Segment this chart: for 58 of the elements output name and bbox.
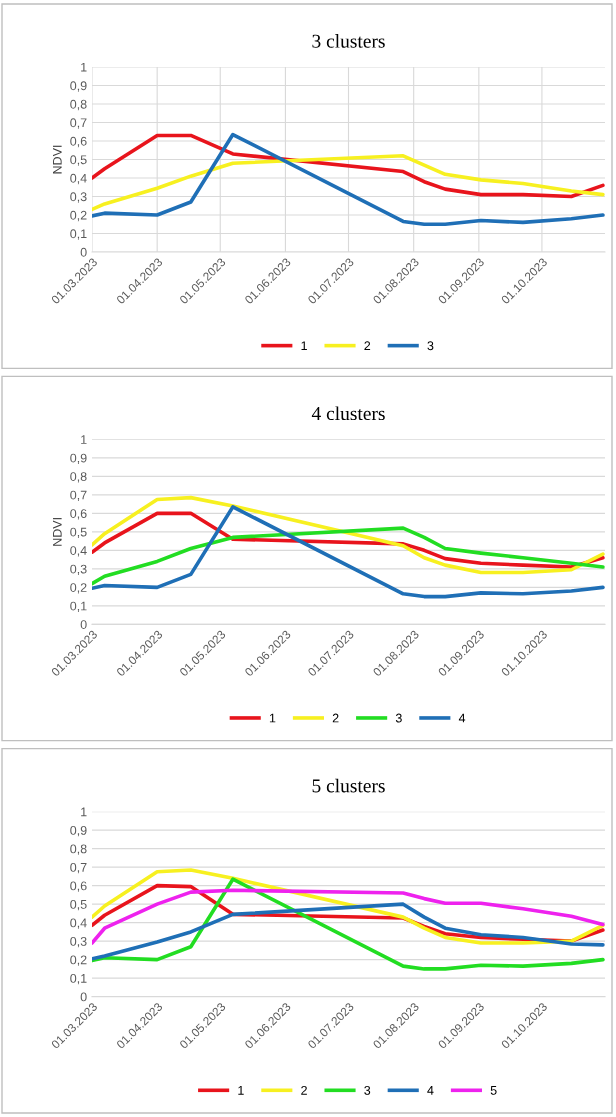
y-axis-title: NDVI xyxy=(53,145,62,174)
y-tick-label: 0,5 xyxy=(70,527,87,538)
chart-title: 4 clusters xyxy=(311,406,385,421)
line-series xyxy=(92,495,605,575)
y-tick-label: 0,2 xyxy=(70,210,87,222)
y-tick-label: 0,1 xyxy=(70,601,87,612)
legend-label: 3 xyxy=(395,713,402,723)
y-tick-label: 0,1 xyxy=(70,229,87,240)
line-series xyxy=(92,526,605,586)
y-tick-label: 0,8 xyxy=(70,99,87,111)
legend-label: 2 xyxy=(364,341,371,351)
line-series xyxy=(92,133,605,199)
legend-label: 2 xyxy=(332,713,339,723)
y-tick-label: 1 xyxy=(81,807,87,817)
y-tick-label: 0,6 xyxy=(70,881,87,892)
y-axis-title: NDVI xyxy=(53,518,62,546)
y-tick-label: 0,3 xyxy=(70,936,87,948)
y-tick-label: 0,2 xyxy=(70,955,87,966)
y-tick-label: 0,5 xyxy=(70,155,87,166)
y-tick-label: 0 xyxy=(80,620,87,629)
y-tick-label: 0,3 xyxy=(70,564,87,575)
y-tick-label: 0 xyxy=(80,992,87,1002)
y-tick-label: 0,1 xyxy=(70,973,87,985)
y-tick-label: 1 xyxy=(81,435,87,444)
y-tick-label: 0,9 xyxy=(70,81,87,92)
line-series xyxy=(92,505,605,599)
y-tick-label: 0,2 xyxy=(70,583,87,594)
line-series xyxy=(92,132,605,227)
y-tick-label: 0,6 xyxy=(70,509,87,520)
chart-title: 3 clusters xyxy=(312,34,385,48)
y-tick-label: 1 xyxy=(81,62,87,72)
line-series xyxy=(92,902,605,961)
y-tick-label: 0,8 xyxy=(70,844,87,855)
y-tick-label: 0,4 xyxy=(70,173,87,185)
legend-label: 4 xyxy=(427,1086,434,1095)
y-tick-label: 0,8 xyxy=(70,472,87,483)
y-tick-label: 0,7 xyxy=(70,862,87,874)
legend-label: 3 xyxy=(364,1085,371,1095)
y-tick-label: 0,6 xyxy=(70,136,87,148)
legend-label: 1 xyxy=(301,341,307,351)
chart-title: 5 clusters xyxy=(312,778,385,793)
legend-label: 5 xyxy=(490,1086,497,1095)
legend-label: 1 xyxy=(238,1086,244,1095)
line-series xyxy=(92,877,605,971)
y-tick-label: 0,4 xyxy=(70,918,87,929)
y-tick-label: 0,4 xyxy=(70,546,87,557)
legend-label: 3 xyxy=(427,341,434,351)
y-tick-label: 0,7 xyxy=(70,118,87,129)
y-tick-label: 0 xyxy=(80,247,87,257)
legend-label: 1 xyxy=(269,713,276,723)
legend-label: 4 xyxy=(458,713,466,723)
y-tick-label: 0,9 xyxy=(70,453,87,464)
line-series xyxy=(92,153,605,212)
y-tick-label: 0,3 xyxy=(70,192,87,203)
y-tick-label: 0,7 xyxy=(70,490,87,501)
y-tick-label: 0,5 xyxy=(70,899,87,911)
legend-label: 2 xyxy=(301,1085,307,1095)
y-tick-label: 0,9 xyxy=(70,825,87,837)
